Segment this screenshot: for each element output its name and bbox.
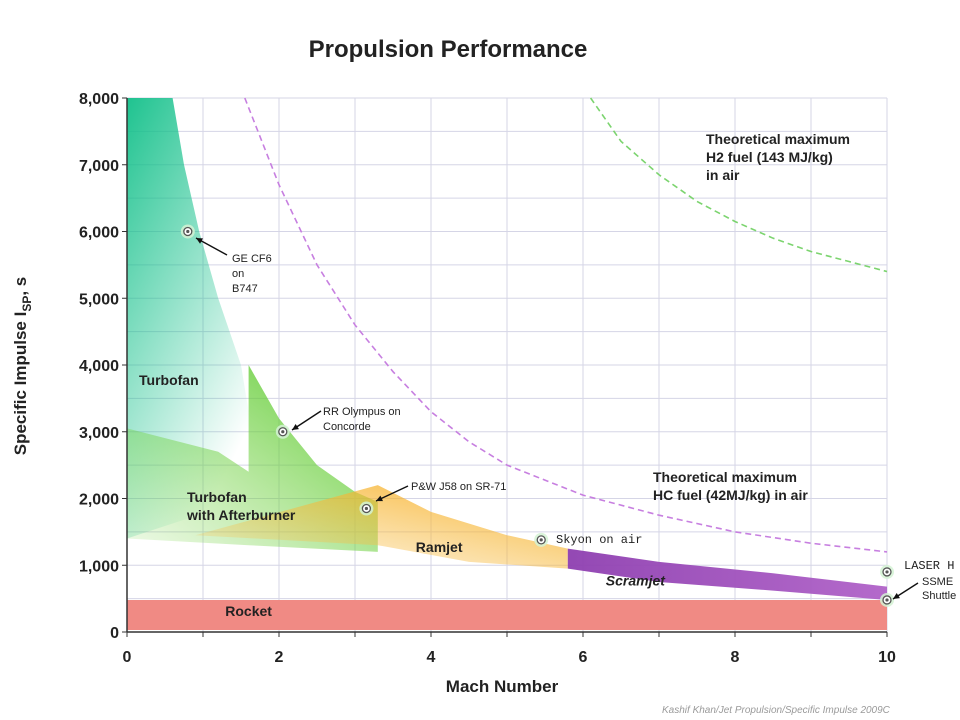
point-label-line: LASER H (904, 559, 954, 573)
y-tick-label: 6,000 (79, 225, 119, 242)
y-tick-label: 8,000 (79, 91, 119, 108)
point-label-line: on (232, 268, 244, 280)
point-label-ssme-shuttle: SSME Shuttle (922, 576, 956, 602)
region-label-line: Ramjet (416, 539, 463, 555)
point-arrowhead-ge-cf6-on-b747 (196, 238, 203, 244)
x-tick-label: 10 (878, 649, 896, 666)
y-tick-label: 2,000 (79, 492, 119, 509)
y-tick-label: 5,000 (79, 291, 119, 308)
region-label-rocket: Rocket (225, 603, 272, 619)
theory-curve-label-line: HC fuel (42MJ/kg) in air (653, 487, 808, 503)
region-rocket (127, 599, 887, 630)
y-axis-label-main: Specific Impulse I (11, 312, 30, 456)
point-label-line: SSME (922, 576, 953, 588)
theory-curve-label-line: Theoretical maximum (706, 131, 850, 147)
regions (127, 98, 887, 630)
region-scramjet (567, 548, 887, 600)
annotations: Turbofan Turbofan with Afterburner Ramjet Sc… (139, 131, 956, 619)
y-axis-label-sub: SP (20, 296, 34, 312)
region-label-line: Scramjet (606, 572, 666, 588)
point-arrowhead-rr-olympus-on-concorde (292, 423, 299, 430)
point-center-laser-h (885, 570, 889, 574)
point-label-line: P&W J58 on SR-71 (411, 481, 506, 493)
point-label-line: RR Olympus on (323, 406, 401, 418)
point-label-line: Shuttle (922, 590, 956, 602)
y-tick-label: 3,000 (79, 425, 119, 442)
region-label-line: Turbofan (139, 372, 199, 388)
region-label-turbofan-with-afterburner: Turbofan with Afterburner (186, 489, 296, 523)
point-label-line: Concorde (323, 421, 371, 433)
theory-curve-label-line: Theoretical maximum (653, 469, 797, 485)
data-points (180, 224, 919, 607)
y-axis-label: Specific Impulse ISP, s (11, 277, 34, 456)
point-center-rr-olympus-on-concorde (281, 430, 285, 434)
point-label-line: B747 (232, 283, 258, 295)
y-tick-label: 7,000 (79, 158, 119, 175)
credit: Kashif Khan/Jet Propulsion/Specific Impu… (662, 705, 891, 716)
y-tick-label: 0 (110, 625, 119, 642)
chart-title: Propulsion Performance (309, 36, 588, 63)
point-arrowhead-ssme-shuttle (893, 593, 900, 599)
theory-curve-label-hc: Theoretical maximum HC fuel (42MJ/kg) in … (653, 469, 808, 503)
x-tick-label: 6 (579, 649, 588, 666)
region-label-ramjet: Ramjet (416, 539, 463, 555)
y-axis-label-suffix: , s (11, 277, 30, 296)
tick-labels: 0 1,000 2,000 3,000 4,000 5,000 6,000 7,000 8,00… (79, 91, 896, 666)
y-tick-label: 4,000 (79, 358, 119, 375)
point-label-ge-cf6-on-b747: GE CF6 on B747 (232, 253, 272, 295)
region-label-line: Rocket (225, 603, 272, 619)
point-label-skyon-on-air: Skyon on air (556, 533, 642, 547)
region-ramjet (195, 485, 568, 569)
theory-curve-label-h2: Theoretical maximum H2 fuel (143 MJ/kg) in… (706, 131, 850, 183)
grid (127, 97, 888, 632)
region-label-scramjet: Scramjet (606, 572, 666, 588)
x-axis-label: Mach Number (446, 677, 559, 696)
point-label-laser-h: LASER H (904, 559, 954, 573)
axes (122, 97, 888, 637)
region-turbofan (127, 98, 249, 539)
x-tick-label: 8 (731, 649, 740, 666)
point-center-skyon-on-air (539, 538, 543, 542)
point-label-p-w-j58-on-sr-71: P&W J58 on SR-71 (411, 481, 506, 493)
point-label-line: GE CF6 (232, 253, 272, 265)
theory-curve-label-line: H2 fuel (143 MJ/kg) (706, 149, 833, 165)
y-tick-label: 1,000 (79, 558, 119, 575)
x-tick-label: 2 (275, 649, 284, 666)
point-center-ssme-shuttle (885, 598, 889, 602)
theory-curve-h2 (589, 97, 888, 273)
point-center-p-w-j58-on-sr-71 (364, 506, 368, 511)
point-arrowhead-p-w-j58-on-sr-71 (376, 495, 383, 502)
region-label-turbofan: Turbofan (139, 372, 199, 388)
theory-curve-label-line: in air (706, 167, 740, 183)
point-label-rr-olympus-on-concorde: RR Olympus on Concorde (323, 406, 401, 433)
theory-curves (244, 97, 888, 553)
region-label-line: Turbofan (187, 489, 247, 505)
x-tick-label: 0 (123, 649, 132, 666)
theory-curve-hc (244, 97, 888, 553)
x-tick-label: 4 (427, 649, 436, 666)
point-label-line: Skyon on air (556, 533, 642, 547)
region-label-line: with Afterburner (186, 507, 296, 523)
point-center-ge-cf6-on-b747 (186, 229, 190, 234)
